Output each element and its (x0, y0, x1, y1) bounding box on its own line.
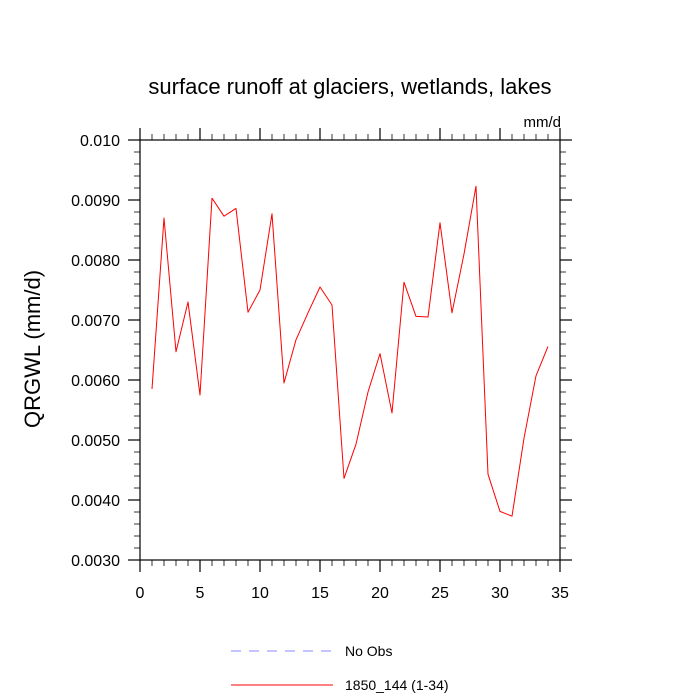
y-tick-label: 0.0050 (71, 433, 120, 450)
x-tick-label: 15 (311, 585, 329, 602)
y-tick-label: 0.010 (80, 133, 120, 150)
x-tick-label: 10 (251, 585, 269, 602)
x-tick-label: 20 (371, 585, 389, 602)
y-tick-label: 0.0030 (71, 553, 120, 570)
legend-label: 1850_144 (1-34) (345, 677, 449, 693)
tick-labels: 0 5 10 15 20 25 30 35 0.0030 0.0040 0.0050 0.0060 0.… (71, 133, 569, 602)
y-tick-label: 0.0040 (71, 493, 120, 510)
y-tick-label: 0.0080 (71, 253, 120, 270)
x-tick-label: 0 (136, 585, 145, 602)
series-layer (151, 185, 549, 517)
legend: No Obs 1850_144 (1-34) (231, 643, 449, 693)
x-tick-label: 25 (431, 585, 449, 602)
y-tick-label: 0.0060 (71, 373, 120, 390)
units-label: mm/d (524, 114, 562, 131)
legend-label: No Obs (345, 643, 392, 659)
chart-title: surface runoff at glaciers, wetlands, la… (148, 74, 551, 99)
x-tick-label: 5 (196, 585, 205, 602)
plot-frame (139, 139, 561, 561)
y-tick-label: 0.0070 (71, 313, 120, 330)
y-axis-label: QRGWL (mm/d) (20, 270, 45, 428)
axis-ticks (128, 128, 572, 572)
x-tick-label: 30 (491, 585, 509, 602)
x-tick-label: 35 (551, 585, 569, 602)
series-line (151, 185, 549, 517)
y-tick-label: 0.0090 (71, 193, 120, 210)
